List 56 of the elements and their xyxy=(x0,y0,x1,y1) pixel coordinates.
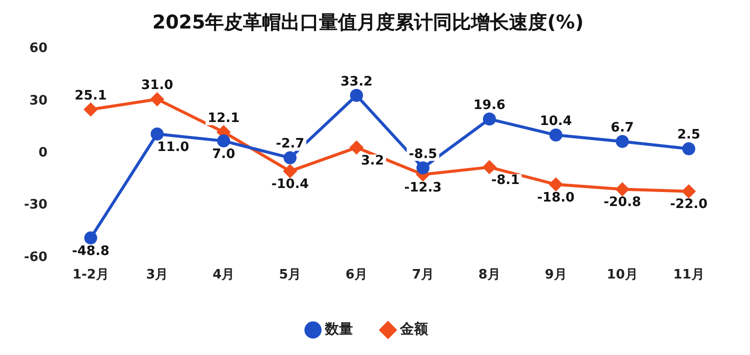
data-label: -10.4 xyxy=(271,177,309,192)
x-tick-label: 5月 xyxy=(279,268,302,283)
data-label: -22.0 xyxy=(670,197,708,212)
point xyxy=(84,231,98,244)
y-tick-label: -30 xyxy=(24,198,48,213)
data-label: 12.1 xyxy=(208,110,240,126)
point xyxy=(84,102,98,116)
point xyxy=(549,178,562,191)
point xyxy=(482,160,496,174)
data-label: 6.7 xyxy=(610,120,634,136)
point xyxy=(682,184,696,198)
y-tick-label: 60 xyxy=(29,41,48,56)
x-tick-label: 9月 xyxy=(544,268,567,283)
data-label: 2.5 xyxy=(677,128,700,143)
point xyxy=(616,182,629,196)
data-label: -8.5 xyxy=(408,146,438,162)
point xyxy=(549,128,562,142)
data-label: 19.6 xyxy=(473,98,506,113)
data-label: 3.2 xyxy=(361,153,384,168)
legend-label: 金额 xyxy=(399,320,429,338)
point xyxy=(350,88,364,102)
x-tick-label: 8月 xyxy=(478,268,500,283)
data-label: -12.3 xyxy=(404,180,442,196)
x-tick-label: 7月 xyxy=(412,268,434,283)
point xyxy=(284,164,297,178)
data-label: -8.1 xyxy=(491,173,520,188)
x-tick-label: 6月 xyxy=(345,268,368,283)
point xyxy=(682,142,696,156)
data-label: 11.0 xyxy=(157,140,190,155)
x-tick-label: 11月 xyxy=(673,268,704,283)
point xyxy=(284,151,297,164)
x-tick-label: 1-2月 xyxy=(72,268,109,283)
point xyxy=(416,161,430,174)
y-tick-label: -60 xyxy=(24,250,48,265)
legend-label: 数量 xyxy=(324,322,353,338)
data-label: 10.4 xyxy=(540,114,572,129)
data-label: -18.0 xyxy=(537,190,575,206)
data-label: -48.8 xyxy=(72,244,110,259)
data-label: 31.0 xyxy=(141,78,174,94)
point xyxy=(616,134,629,148)
x-tick-label: 3月 xyxy=(146,268,168,283)
data-label: -2.7 xyxy=(276,136,304,152)
x-tick-label: 10月 xyxy=(606,268,638,283)
y-tick-label: 0 xyxy=(38,145,48,160)
point xyxy=(150,92,164,106)
data-label: 33.2 xyxy=(340,74,373,90)
x-tick-label: 4月 xyxy=(212,268,235,283)
data-label: 25.1 xyxy=(74,88,107,104)
point xyxy=(482,112,496,126)
y-tick-label: 30 xyxy=(29,93,48,108)
data-label: -20.8 xyxy=(604,195,642,210)
data-label: 7.0 xyxy=(212,146,236,162)
point xyxy=(350,141,364,154)
point xyxy=(217,134,230,148)
chart-title: 2025年皮革帽出口量值月度累计同比增长速度(%) xyxy=(152,11,584,34)
point xyxy=(150,127,164,140)
